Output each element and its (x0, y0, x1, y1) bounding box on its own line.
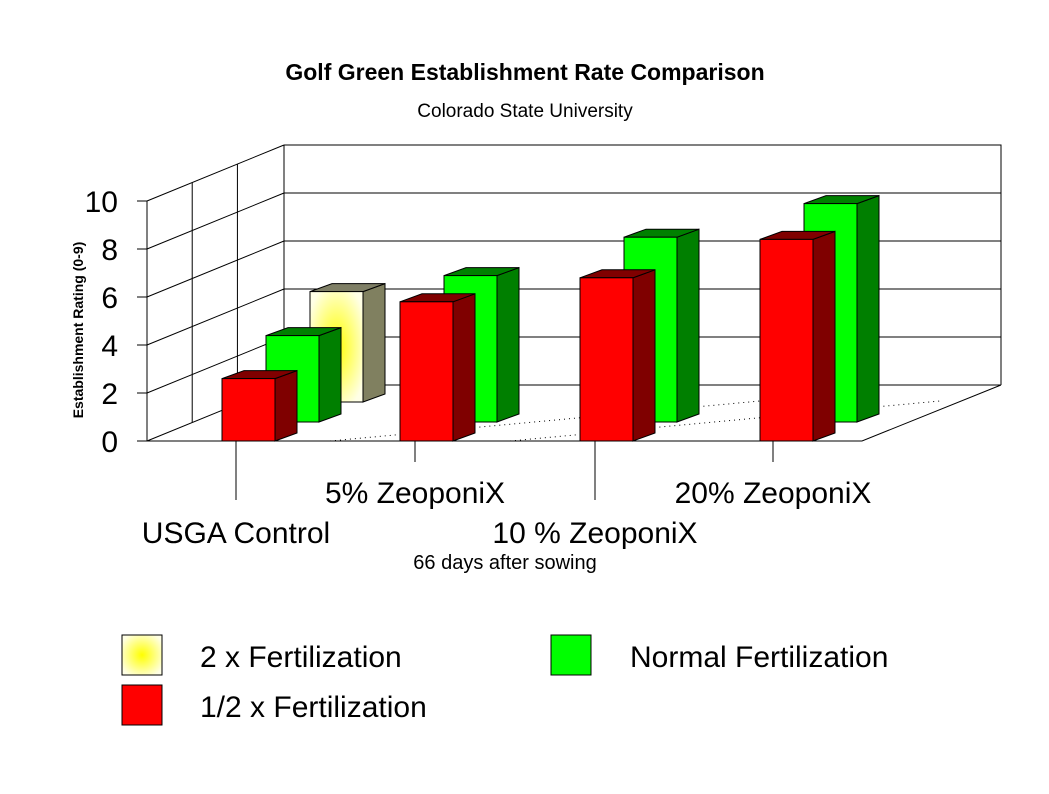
y-tick-label-0: 0 (101, 426, 118, 459)
bar-half-0-side (274, 369, 298, 442)
legend-swatch-half-fertilization (121, 684, 163, 726)
legend-label-normal-fertilization: Normal Fertilization (630, 641, 888, 674)
gridline-left-5 (146, 144, 285, 202)
gridline-left-1 (146, 336, 285, 394)
legend-swatch-2x-fertilization (121, 634, 163, 676)
bar-normal-0-side (318, 326, 342, 423)
floor-dotted-line-1 (509, 400, 941, 442)
y-tick-label-3: 6 (101, 282, 118, 315)
bar-normal-1-side (496, 266, 520, 423)
y-tick-label-1: 2 (101, 378, 118, 411)
floor-dotted-line-0 (329, 400, 761, 442)
y-tick-label-2: 4 (101, 330, 118, 363)
bar-half-2 (579, 269, 656, 442)
legend-swatch-normal-fertilization (550, 634, 592, 676)
bars (221, 194, 880, 442)
y-axis-label: Establishment Rating (0-9) (70, 242, 86, 419)
gridline-left-3 (146, 240, 285, 298)
y-tick-labels: 0 2 4 6 8 10 (85, 186, 118, 459)
category-label-10pct-zeoponix: 10 % ZeoponiX (492, 517, 697, 550)
bar-half-3 (759, 230, 836, 442)
bar-half-1-side (452, 293, 476, 442)
legend-label-half-fertilization: 1/2 x Fertilization (200, 691, 427, 724)
bar-half-2-front (579, 277, 634, 442)
chart-subtitle: Colorado State University (417, 101, 633, 122)
category-label-5pct-zeoponix: 5% ZeoponiX (325, 477, 505, 510)
floor-edge (147, 384, 1002, 442)
y-tick-label-5: 10 (85, 186, 118, 219)
legend: 2 x Fertilization 1/2 x Fertilization No… (121, 634, 888, 726)
category-label-20pct-zeoponix: 20% ZeoponiX (675, 477, 872, 510)
y-tick-label-4: 8 (101, 234, 118, 267)
bar-half-3-side (812, 230, 836, 442)
bar-half-1 (399, 293, 476, 442)
category-label-usga-control: USGA Control (142, 517, 330, 550)
bar-normal-3-side (856, 194, 880, 423)
x-axis-note: 66 days after sowing (413, 552, 596, 574)
bar-normal-2-side (676, 228, 700, 423)
bar-half-1-front (399, 301, 454, 442)
gridline-left-2 (146, 288, 285, 346)
gridline-left-4 (146, 192, 285, 250)
bar-half-2-side (632, 269, 656, 442)
bar-half-3-front (759, 238, 814, 442)
chart-title: Golf Green Establishment Rate Comparison (285, 59, 764, 85)
bar-double-0-side (362, 282, 386, 403)
bar-half-0-front (221, 378, 276, 442)
bar-half-0 (221, 369, 298, 442)
legend-label-2x-fertilization: 2 x Fertilization (200, 641, 402, 674)
